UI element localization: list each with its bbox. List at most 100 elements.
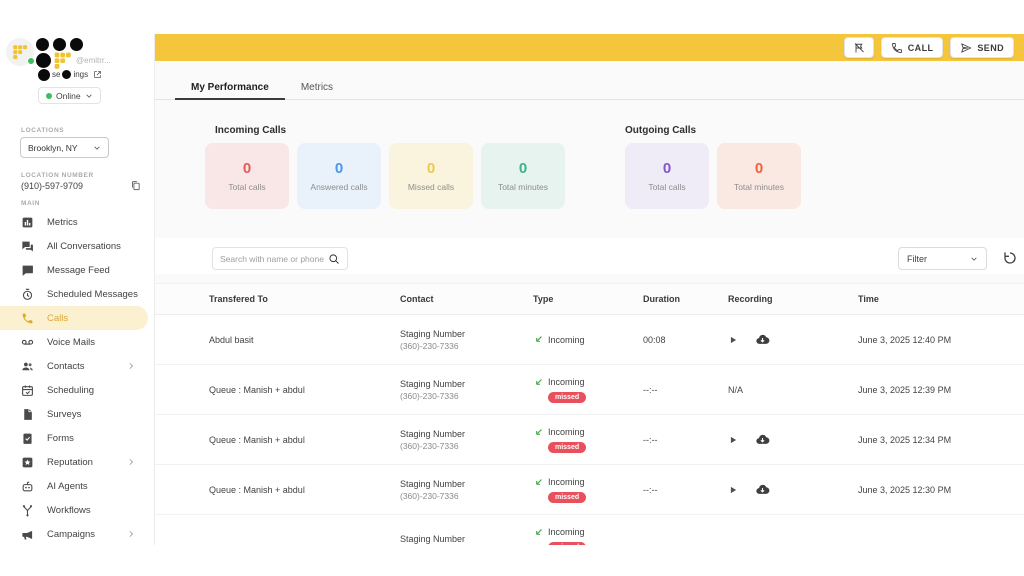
emitrr-logo-icon <box>11 43 29 61</box>
search-input[interactable] <box>220 253 324 264</box>
contact-name: Staging Number <box>400 478 466 489</box>
table-row[interactable]: Staging Number Incoming missed <box>155 515 1024 545</box>
play-recording-icon[interactable] <box>728 335 738 345</box>
sidebar-item-metrics[interactable]: Metrics <box>0 210 148 234</box>
incoming-call-icon <box>533 377 544 388</box>
sidebar-item-label: Metrics <box>47 216 78 228</box>
sidebar-item-forms[interactable]: Forms <box>0 426 148 450</box>
chevron-right-icon <box>127 530 135 538</box>
table-row[interactable]: Queue : Manish + abdul Staging Number (360… <box>155 465 1024 515</box>
top-action-bar: CALL SEND <box>155 34 1024 61</box>
conversations-icon <box>21 240 34 253</box>
redaction-dot <box>36 38 49 51</box>
contact-name: Staging Number <box>400 428 466 439</box>
tab-label: Metrics <box>300 82 334 93</box>
contact-cell: Staging Number <box>400 534 533 546</box>
duration-cell: 00:08 <box>643 334 666 345</box>
online-status-dropdown[interactable]: Online <box>38 87 101 104</box>
contact-cell: Staging Number (360)-230-7336 <box>400 479 533 501</box>
send-icon <box>960 42 972 54</box>
main-label: MAIN <box>21 200 41 207</box>
tab-label: My Performance <box>191 82 269 93</box>
incoming-calls-title: Incoming Calls <box>215 125 287 136</box>
contact-cell: Staging Number (360)-230-7336 <box>400 429 533 451</box>
recording-cell <box>728 432 858 447</box>
notifications-off-button[interactable] <box>843 37 874 58</box>
sidebar-item-label: Campaigns <box>47 528 96 540</box>
sidebar-item-label: Scheduling <box>47 384 95 396</box>
sidebar-item-calls[interactable]: Calls <box>0 306 148 330</box>
play-recording-icon[interactable] <box>728 435 738 445</box>
settings-link[interactable]: se ings <box>52 70 102 79</box>
sidebar-item-contacts[interactable]: Contacts <box>0 354 148 378</box>
missed-badge: missed <box>548 441 587 453</box>
time-cell: June 3, 2025 12:40 PM <box>858 334 952 345</box>
incoming-call-icon <box>533 527 544 538</box>
column-header-contact: Contact <box>400 294 434 304</box>
table-row[interactable]: Abdul basit Staging Number (360)-230-7336 I… <box>155 315 1024 365</box>
sidebar-item-label: Surveys <box>47 408 82 420</box>
tab-my-performance[interactable]: My Performance <box>175 61 285 100</box>
column-header-duration: Duration <box>643 294 680 304</box>
copy-icon[interactable] <box>130 180 141 191</box>
sidebar-item-reputation[interactable]: Reputation <box>0 450 148 474</box>
transferred-to-cell: Queue : Manish + abdul <box>209 484 305 495</box>
workflows-icon <box>21 504 34 517</box>
play-recording-icon[interactable] <box>728 485 738 495</box>
tab-bar: My Performance Metrics <box>155 61 1024 100</box>
call-type-label: Incoming <box>548 334 585 345</box>
refresh-icon[interactable] <box>1002 250 1018 266</box>
stat-label: Total minutes <box>733 182 785 192</box>
call-button-label: CALL <box>907 42 934 53</box>
type-cell: Incoming missed <box>533 477 643 503</box>
send-button[interactable]: SEND <box>950 37 1014 58</box>
filter-dropdown[interactable]: Filter <box>898 247 987 270</box>
sidebar-item-label: Reputation <box>47 456 93 468</box>
sidebar-item-scheduling[interactable]: Scheduling <box>0 378 148 402</box>
table-row[interactable]: Queue : Manish + abdul Staging Number (360… <box>155 365 1024 415</box>
sidebar-item-campaigns[interactable]: Campaigns <box>0 522 148 546</box>
recording-cell <box>728 332 858 347</box>
chevron-down-icon <box>85 92 93 100</box>
sidebar-item-voice-mails[interactable]: Voice Mails <box>0 330 148 354</box>
sidebar-item-ai-agents[interactable]: AI Agents <box>0 474 148 498</box>
recording-cell <box>728 482 858 497</box>
download-recording-icon[interactable] <box>755 332 770 347</box>
sidebar-item-surveys[interactable]: Surveys <box>0 402 148 426</box>
avatar[interactable] <box>6 38 35 66</box>
forms-icon <box>21 432 34 445</box>
stat-label: Total minutes <box>497 182 549 192</box>
calls-icon <box>21 312 34 325</box>
sidebar-item-label: Contacts <box>47 360 85 372</box>
tab-metrics[interactable]: Metrics <box>285 61 349 100</box>
stat-label: Answered calls <box>310 182 368 192</box>
contacts-icon <box>21 360 34 373</box>
chevron-right-icon <box>127 458 135 466</box>
call-button[interactable]: CALL <box>880 37 944 58</box>
download-recording-icon[interactable] <box>755 482 770 497</box>
stat-card-total-calls: 0 Total calls <box>625 143 709 209</box>
type-cell: Incoming missed <box>533 527 643 545</box>
flag-off-icon <box>853 42 865 54</box>
campaigns-icon <box>21 528 34 541</box>
duration-cell: --:-- <box>643 434 658 445</box>
stat-value: 0 <box>518 160 528 177</box>
table-body: Abdul basit Staging Number (360)-230-7336 I… <box>155 315 1024 545</box>
ai-agents-icon <box>21 480 34 493</box>
sidebar-item-workflows[interactable]: Workflows <box>0 498 148 522</box>
search-box <box>212 247 348 270</box>
sidebar: @emitrr... se ings Online LOCATIONS Broo… <box>0 34 155 545</box>
table-row[interactable]: Queue : Manish + abdul Staging Number (360… <box>155 415 1024 465</box>
surveys-icon <box>21 408 34 421</box>
sidebar-item-label: Forms <box>47 432 74 444</box>
scheduled-messages-icon <box>21 288 34 301</box>
sidebar-item-all-conversations[interactable]: All Conversations <box>0 234 148 258</box>
sidebar-item-scheduled-messages[interactable]: Scheduled Messages <box>0 282 148 306</box>
column-header-transfered-to: Transfered To <box>209 294 268 304</box>
panel-divider <box>155 274 1024 283</box>
sidebar-item-message-feed[interactable]: Message Feed <box>0 258 148 282</box>
download-recording-icon[interactable] <box>755 432 770 447</box>
location-select[interactable]: Brooklyn, NY <box>20 137 109 158</box>
search-icon[interactable] <box>328 253 340 265</box>
redaction-dot <box>70 38 83 51</box>
